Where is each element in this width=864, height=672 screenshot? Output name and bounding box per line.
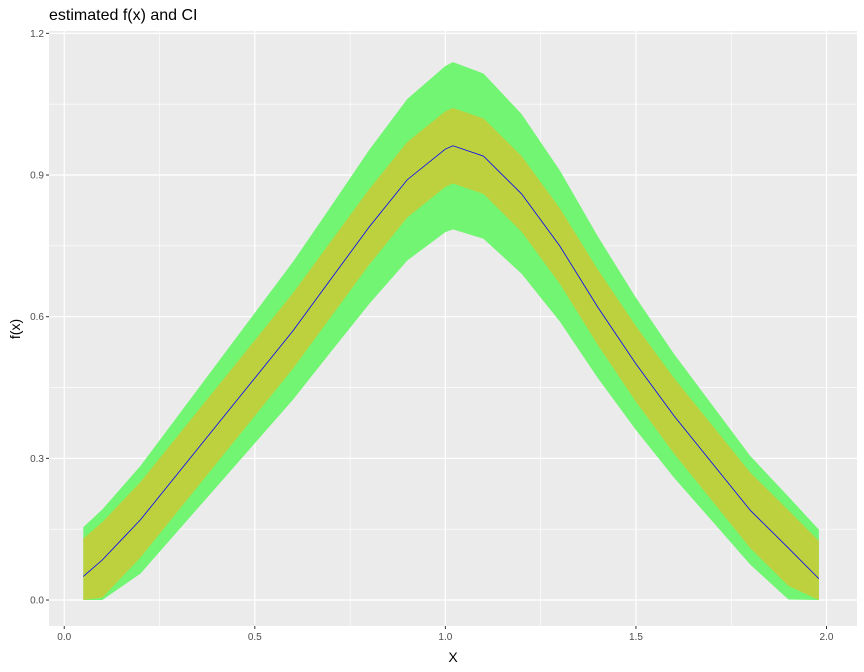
x-tick-label: 1.0 [438,632,452,643]
y-tick-label: 0.3 [30,454,44,465]
estimate-line [83,145,820,580]
y-tick-label: 0.9 [30,171,44,182]
x-axis-label: X [448,649,458,665]
x-tick-label: 1.5 [629,632,643,643]
y-tick-label: 0.6 [30,312,44,323]
x-tick-label: 2.0 [820,632,834,643]
y-axis-label: f(x) [7,319,23,339]
y-tick-label: 1.2 [30,29,44,40]
x-tick-label: 0.5 [248,632,262,643]
x-tick-label: 0.0 [57,632,71,643]
y-tick-label: 0.0 [30,596,44,607]
marks [83,62,820,601]
chart-title: estimated f(x) and CI [49,7,198,24]
axes: 0.0 0.5 1.0 1.5 2.0 0.0 0.3 0.6 0.9 1.2 [30,29,834,643]
